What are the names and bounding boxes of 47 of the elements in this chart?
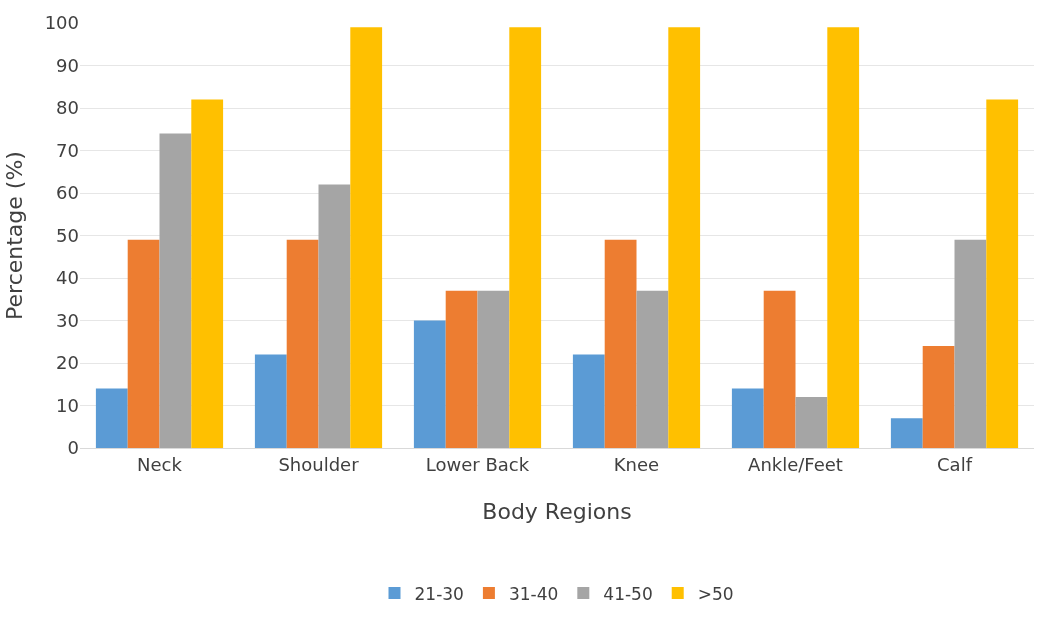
bar	[413, 320, 446, 448]
y-axis-title: Percentage (%)	[2, 151, 28, 320]
bar	[286, 239, 319, 448]
legend-label: 31-40	[508, 583, 559, 604]
bar	[668, 27, 701, 448]
bar	[954, 239, 987, 448]
bar	[350, 27, 383, 448]
bar	[604, 239, 637, 448]
x-tick-label: Shoulder	[278, 453, 360, 475]
bar	[477, 290, 510, 448]
bar	[572, 354, 605, 448]
bar	[95, 388, 128, 448]
legend-label: 21-30	[414, 583, 464, 604]
bar	[159, 133, 192, 448]
bar	[986, 99, 1019, 448]
bar	[254, 354, 287, 448]
y-tick-label: 10	[56, 394, 79, 416]
bar	[763, 290, 796, 448]
bar	[795, 397, 828, 448]
y-tick-label: 90	[56, 54, 79, 76]
x-tick-label: Lower Back	[425, 453, 530, 475]
y-tick-label: 20	[56, 352, 79, 374]
bar	[636, 290, 669, 448]
bar	[731, 388, 764, 448]
x-axis-title: Body Regions	[482, 499, 632, 525]
x-tick-label: Knee	[613, 453, 660, 475]
legend-label: 41-50	[603, 583, 653, 604]
bar	[445, 290, 478, 448]
y-tick-label: 30	[56, 309, 79, 331]
bar	[127, 239, 160, 448]
bar	[509, 27, 542, 448]
bar	[191, 99, 224, 448]
y-tick-label: 40	[56, 267, 79, 289]
y-tick-label: 0	[67, 437, 79, 459]
bar	[890, 418, 923, 448]
legend-label: >50	[697, 583, 734, 604]
x-tick-label: Neck	[137, 453, 183, 475]
x-tick-label: Ankle/Feet	[748, 453, 843, 475]
bar	[827, 27, 860, 448]
y-tick-label: 100	[44, 12, 79, 34]
bar	[318, 184, 351, 448]
bar	[922, 346, 955, 448]
y-tick-label: 50	[56, 224, 79, 246]
y-tick-label: 80	[56, 97, 79, 119]
y-tick-label: 60	[56, 182, 79, 204]
y-tick-label: 70	[56, 139, 79, 161]
x-tick-label: Calf	[937, 453, 973, 475]
